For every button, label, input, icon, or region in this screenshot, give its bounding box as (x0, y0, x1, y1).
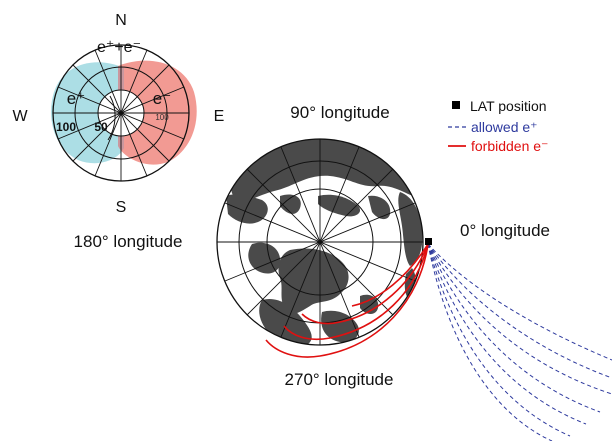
longitude-0-label: 0° longitude (460, 221, 550, 240)
positron-label: e⁺ (67, 89, 85, 108)
compass-plot: N S W E e⁺+e⁻ e⁺ e⁻ 100 50 100 (12, 12, 224, 216)
longitude-90-label: 90° longitude (290, 103, 389, 122)
forbidden-trajectories (265, 243, 429, 358)
west-label: W (12, 108, 28, 125)
globe (216, 138, 424, 346)
combined-label: e⁺+e⁻ (97, 39, 141, 56)
land-masses (226, 139, 423, 345)
legend-lat-swatch (452, 101, 460, 109)
south-label: S (116, 199, 127, 216)
compass-center-curve (107, 95, 116, 141)
compass-spokes (53, 45, 189, 181)
globe-meridians (217, 139, 423, 345)
legend-lat-label: LAT position (470, 98, 547, 114)
allowed-trajectories (427, 243, 612, 441)
east-label: E (214, 108, 225, 125)
legend-allowed-label: allowed e⁺ (471, 119, 538, 135)
longitude-180-label: 180° longitude (74, 232, 183, 251)
legend-forbidden-label: forbidden e⁻ (471, 138, 548, 154)
ring-label-100-right: 100 (155, 113, 169, 122)
north-label: N (115, 12, 127, 29)
ring-label-50: 50 (94, 120, 108, 134)
lat-position-marker (425, 238, 432, 245)
legend: LAT position allowed e⁺ forbidden e⁻ (448, 98, 548, 154)
electron-label: e⁻ (153, 89, 171, 108)
ring-label-100: 100 (56, 120, 76, 134)
longitude-270-label: 270° longitude (285, 370, 394, 389)
